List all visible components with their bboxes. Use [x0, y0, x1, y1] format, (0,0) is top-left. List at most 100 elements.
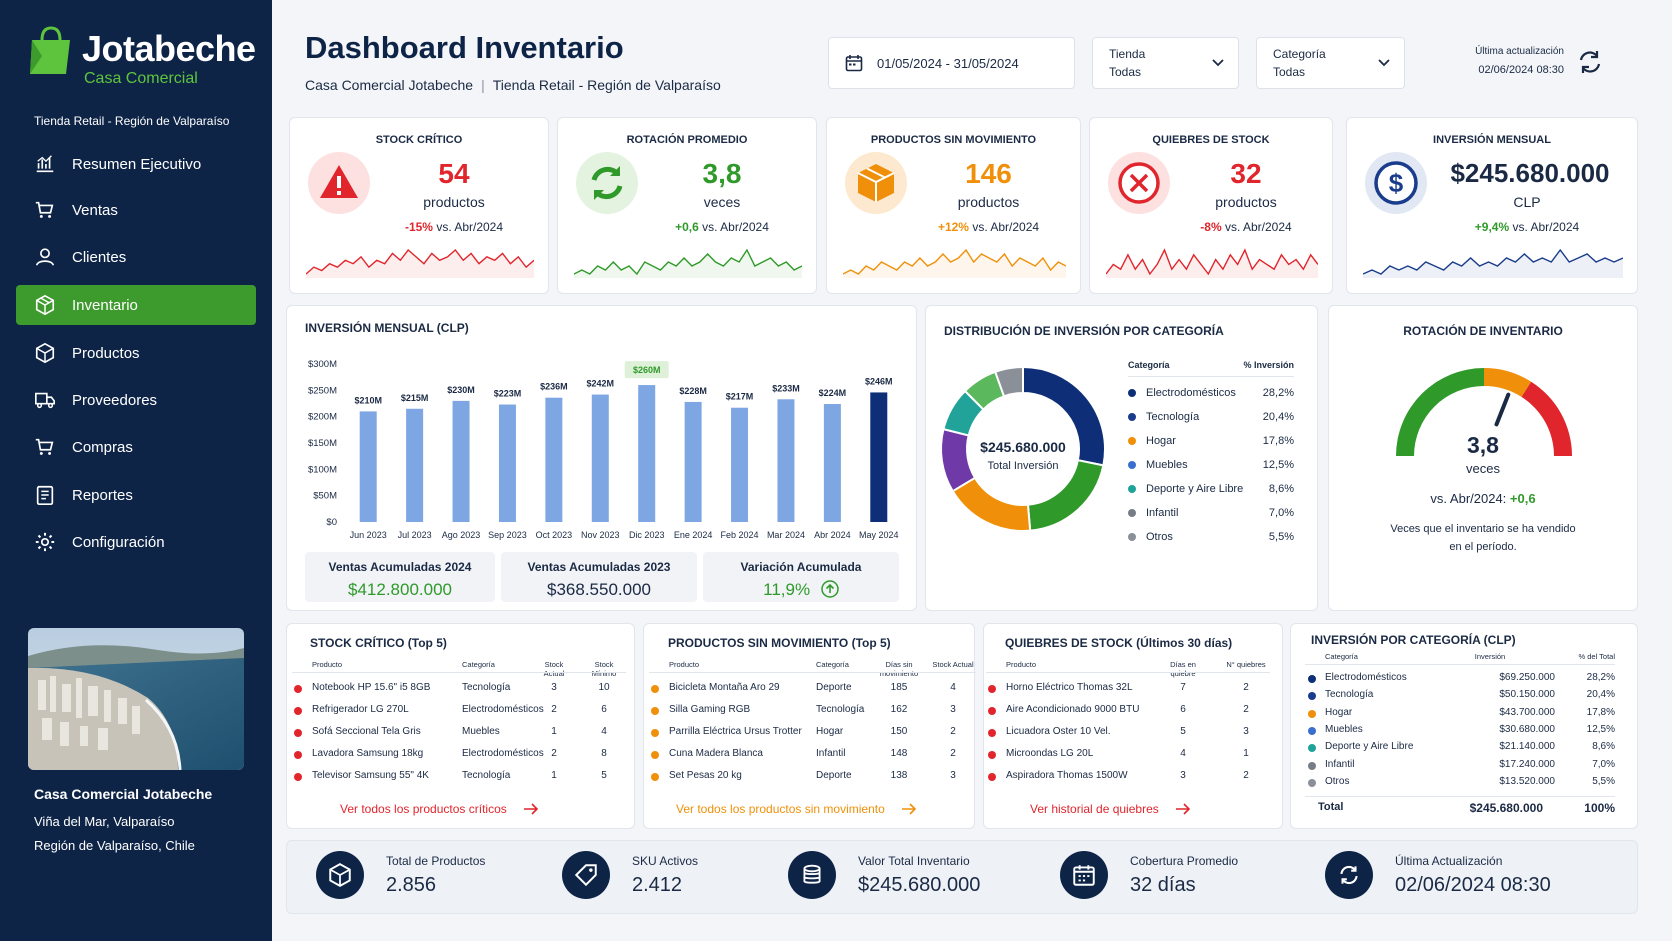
- sidebar-item-inventario[interactable]: Inventario: [16, 285, 256, 325]
- kpi-card-4[interactable]: INVERSIÓN MENSUAL $ $245.680.000 CLP +9,4% v…: [1346, 117, 1638, 294]
- gauge-vs-label: vs. Abr/2024:: [1430, 491, 1507, 506]
- table-cell: Deporte y Aire Libre: [1325, 741, 1414, 753]
- gauge-note-2: en el período.: [1449, 541, 1517, 553]
- bar-value-label: $228M: [679, 386, 707, 396]
- table-cell: Infantil: [816, 748, 846, 759]
- last-update-value: 02/06/2024 08:30: [1478, 64, 1564, 76]
- sparkline-line: [843, 248, 1066, 275]
- box-icon: [845, 152, 907, 214]
- table-cell: Tecnología: [462, 770, 511, 781]
- stat-label: SKU Activos: [632, 853, 699, 868]
- category-swatch: [1308, 709, 1316, 718]
- chart-icon: [36, 155, 54, 173]
- bar: [731, 407, 749, 522]
- bar: [498, 404, 516, 522]
- kpi-delta: -8%: [1200, 220, 1222, 234]
- legend-item[interactable]: Otros 5,5%: [1128, 531, 1294, 543]
- sidebar-item-label: Resumen Ejecutivo: [72, 155, 202, 173]
- kpi-unit: productos: [423, 194, 485, 210]
- no-movement-panel: [643, 623, 975, 829]
- legend-item[interactable]: Tecnología 20,4%: [1128, 411, 1294, 423]
- coins-icon: [788, 851, 836, 899]
- header-company: Casa Comercial Jotabeche: [305, 77, 474, 93]
- gear-icon: [35, 532, 55, 552]
- table-header: Categoría: [816, 660, 849, 669]
- sidebar-item-ventas[interactable]: Ventas: [16, 190, 256, 230]
- store-select-label: Tienda: [1109, 47, 1146, 61]
- sidebar-city: Viña del Mar, Valparaíso: [34, 814, 175, 829]
- x-tick-label: Abr 2024: [814, 530, 851, 540]
- status-dot: [988, 707, 996, 715]
- donut-center-label: Total Inversión: [987, 460, 1059, 472]
- calendar-icon: [1060, 851, 1108, 899]
- date-range-value: 01/05/2024 - 31/05/2024: [877, 55, 1019, 71]
- sidebar-item-configuraci-n[interactable]: Configuración: [16, 522, 256, 562]
- donut-slice: [951, 476, 1032, 532]
- sidebar-item-resumen-ejecutivo[interactable]: Resumen Ejecutivo: [16, 144, 256, 184]
- table-cell: 6: [601, 704, 607, 715]
- sidebar-item-proveedores[interactable]: Proveedores: [16, 380, 256, 420]
- total-label: Total: [1318, 801, 1344, 813]
- table-cell: Silla Gaming RGB: [669, 704, 751, 715]
- truck-icon: [35, 392, 55, 409]
- bar-value-label: $217M: [726, 392, 754, 402]
- legend-pct: 20,4%: [1262, 411, 1294, 423]
- status-dot: [294, 707, 302, 715]
- kpi-vs: vs. Abr/2024: [702, 220, 769, 234]
- kpi-card-1[interactable]: ROTACIÓN PROMEDIO 3,8 veces +0,6 vs. Abr/20…: [557, 117, 817, 294]
- gauge-value: 3,8: [1467, 432, 1499, 458]
- chevron-down-icon: [1212, 59, 1224, 67]
- kpi-vs: vs. Abr/2024: [436, 220, 504, 234]
- store-select[interactable]: Tienda Todas: [1092, 37, 1239, 89]
- sidebar-item-clientes[interactable]: Clientes: [16, 237, 256, 277]
- bar-value-label: $223M: [494, 389, 522, 399]
- kpi-card-0[interactable]: STOCK CRÍTICO 54 productos -15% vs. Abr/202…: [289, 117, 549, 294]
- legend-item[interactable]: Electrodomésticos 28,2%: [1128, 387, 1294, 399]
- summary-value: 11,9%: [703, 580, 899, 600]
- table-cell: $50.150.000: [1499, 689, 1555, 701]
- bar-value-label: $224M: [819, 388, 847, 398]
- table-cell: Tecnología: [816, 704, 865, 715]
- table-cell: 2: [950, 726, 956, 737]
- legend-item[interactable]: Deporte y Aire Libre 8,6%: [1128, 483, 1294, 495]
- category-select[interactable]: Categoría Todas: [1256, 37, 1405, 89]
- arrow-right-icon: [901, 803, 916, 815]
- sidebar-item-label: Configuración: [72, 533, 165, 551]
- legend-item[interactable]: Hogar 17,8%: [1128, 435, 1294, 447]
- kpi-card-2[interactable]: PRODUCTOS SIN MOVIMIENTO 146 productos +12%…: [826, 117, 1081, 294]
- header-store: Tienda Retail - Región de Valparaíso: [492, 77, 721, 93]
- table-cell: Televisor Samsung 55" 4K: [312, 770, 429, 781]
- svg-text:$: $: [1389, 168, 1404, 198]
- kpi-unit: productos: [1215, 194, 1277, 210]
- refresh-icon: [576, 152, 638, 214]
- bar: [591, 394, 609, 522]
- total-pct: 100%: [1584, 801, 1615, 815]
- table-cell: 5: [1180, 726, 1186, 737]
- legend-swatch: [1128, 389, 1136, 397]
- kpi-delta: +0,6: [675, 220, 699, 234]
- legend-item[interactable]: Muebles 12,5%: [1128, 459, 1294, 471]
- table-cell: 150: [890, 726, 908, 737]
- status-dot: [651, 707, 659, 715]
- sin_movimiento-link[interactable]: Ver todos los productos sin movimiento: [676, 802, 917, 816]
- table-cell: 2: [551, 704, 557, 715]
- table-cell: $17.240.000: [1499, 758, 1555, 770]
- sidebar-item-productos[interactable]: Productos: [16, 333, 256, 373]
- kpi-card-3[interactable]: QUIEBRES DE STOCK 32 productos -8% vs. Abr/…: [1089, 117, 1333, 294]
- gauge-note-1: Veces que el inventario se ha vendido: [1390, 523, 1576, 535]
- quiebres-link[interactable]: Ver historial de quiebres: [1030, 802, 1191, 816]
- arrow-right-icon: [1175, 803, 1190, 815]
- sidebar-item-compras[interactable]: Compras: [16, 427, 256, 467]
- kpi-vs: vs. Abr/2024: [1512, 220, 1580, 234]
- date-range-picker[interactable]: 01/05/2024 - 31/05/2024: [828, 37, 1075, 89]
- stat-value: 2.412: [632, 873, 683, 896]
- gauge-segment: [1396, 368, 1484, 456]
- sidebar-item-reportes[interactable]: Reportes: [16, 475, 256, 515]
- table-cell: 185: [890, 682, 908, 693]
- refresh-button[interactable]: [1576, 48, 1604, 76]
- legend-item[interactable]: Infantil 7,0%: [1128, 507, 1294, 519]
- stock_critico-link[interactable]: Ver todos los productos críticos: [340, 802, 539, 816]
- y-tick-label: $0: [326, 517, 337, 528]
- table-cell: 17,8%: [1586, 706, 1615, 718]
- sales-summary-1: Ventas Acumuladas 2023 $368.550.000: [501, 552, 697, 602]
